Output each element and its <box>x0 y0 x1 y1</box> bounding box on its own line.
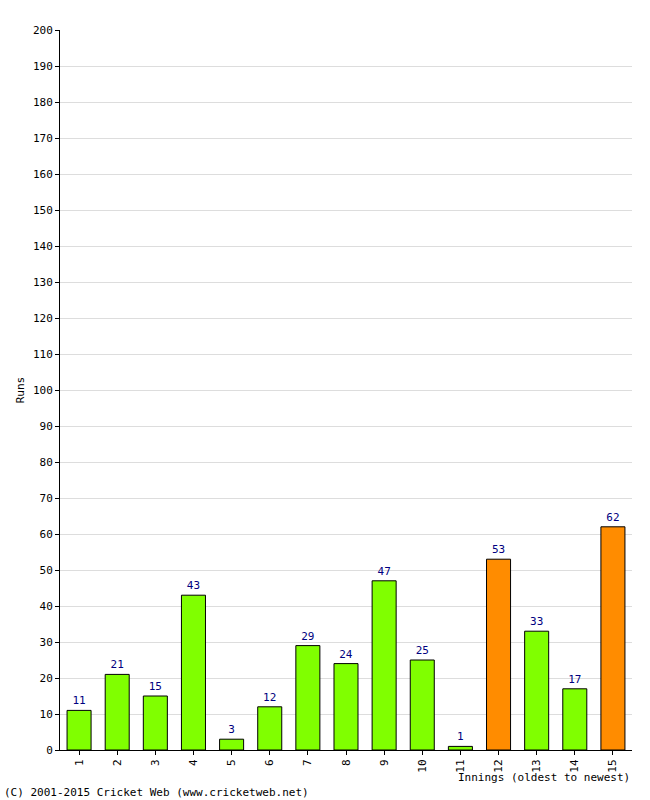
svg-text:3: 3 <box>228 723 235 736</box>
svg-text:17: 17 <box>568 673 581 686</box>
svg-text:80: 80 <box>40 456 53 469</box>
svg-text:33: 33 <box>530 615 543 628</box>
svg-text:2: 2 <box>111 759 124 766</box>
svg-text:9: 9 <box>378 759 391 766</box>
svg-text:180: 180 <box>33 96 53 109</box>
svg-text:170: 170 <box>33 132 53 145</box>
svg-text:20: 20 <box>40 672 53 685</box>
svg-text:8: 8 <box>340 759 353 766</box>
svg-text:11: 11 <box>72 694 85 707</box>
svg-text:3: 3 <box>149 759 162 766</box>
svg-text:15: 15 <box>149 680 162 693</box>
svg-text:62: 62 <box>606 511 619 524</box>
svg-text:10: 10 <box>416 759 429 772</box>
svg-text:140: 140 <box>33 240 53 253</box>
svg-text:130: 130 <box>33 276 53 289</box>
svg-text:90: 90 <box>40 420 53 433</box>
svg-text:7: 7 <box>301 759 314 766</box>
svg-text:110: 110 <box>33 348 53 361</box>
svg-text:6: 6 <box>263 759 276 766</box>
svg-text:43: 43 <box>187 579 200 592</box>
svg-text:11: 11 <box>454 759 467 772</box>
svg-text:160: 160 <box>33 168 53 181</box>
svg-text:1: 1 <box>457 730 464 743</box>
svg-text:24: 24 <box>339 648 353 661</box>
svg-text:53: 53 <box>492 543 505 556</box>
svg-text:21: 21 <box>111 658 124 671</box>
svg-text:30: 30 <box>40 636 53 649</box>
svg-text:12: 12 <box>492 759 505 772</box>
svg-text:1: 1 <box>73 759 86 766</box>
svg-text:5: 5 <box>225 759 238 766</box>
svg-text:47: 47 <box>378 565 391 578</box>
svg-text:0: 0 <box>46 744 53 757</box>
svg-text:Innings (oldest to newest): Innings (oldest to newest) <box>458 771 630 784</box>
svg-text:100: 100 <box>33 384 53 397</box>
svg-text:14: 14 <box>568 759 581 773</box>
svg-text:120: 120 <box>33 312 53 325</box>
svg-text:4: 4 <box>187 759 200 766</box>
svg-text:150: 150 <box>33 204 53 217</box>
svg-text:25: 25 <box>416 644 429 657</box>
svg-text:40: 40 <box>40 600 53 613</box>
svg-text:29: 29 <box>301 630 314 643</box>
svg-text:10: 10 <box>40 708 53 721</box>
svg-text:15: 15 <box>607 759 620 772</box>
svg-text:Runs: Runs <box>14 377 27 404</box>
svg-text:(C) 2001-2015 Cricket Web (www: (C) 2001-2015 Cricket Web (www.cricketwe… <box>4 786 309 799</box>
svg-text:200: 200 <box>33 24 53 37</box>
svg-text:70: 70 <box>40 492 53 505</box>
svg-text:60: 60 <box>40 528 53 541</box>
svg-text:190: 190 <box>33 60 53 73</box>
svg-text:50: 50 <box>40 564 53 577</box>
svg-text:12: 12 <box>263 691 276 704</box>
svg-text:13: 13 <box>530 759 543 772</box>
